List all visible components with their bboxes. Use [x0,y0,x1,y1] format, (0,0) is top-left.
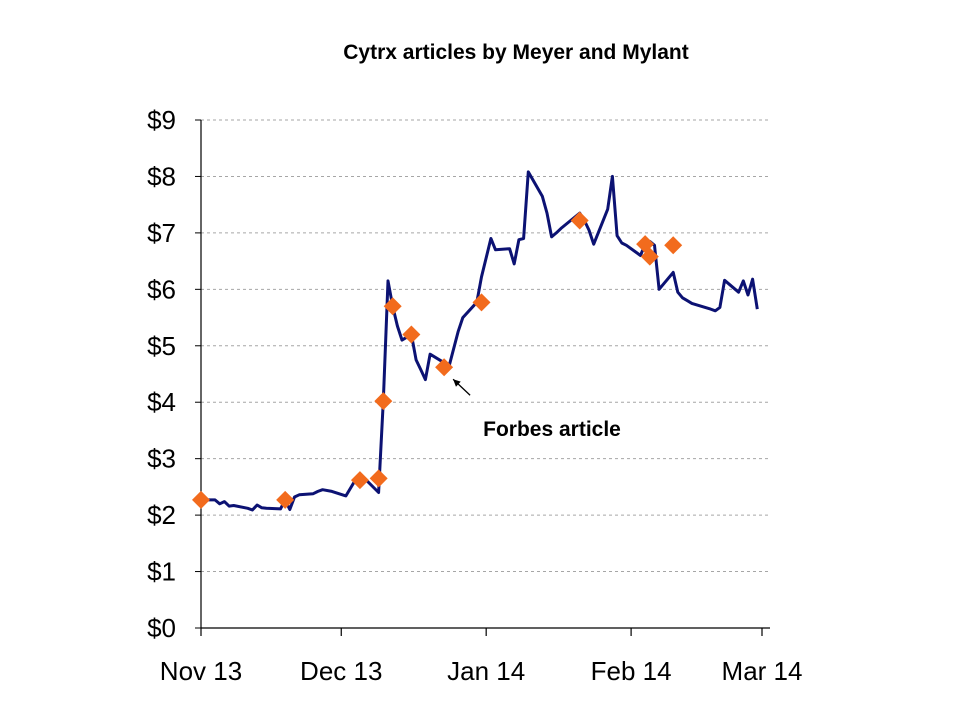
article-marker [402,325,421,344]
article-marker [276,490,295,509]
x-axis-tick-labels: Nov 13 Dec 13 Jan 14 Feb 14 Mar 14 [160,656,803,686]
x-tick-label: Feb 14 [591,656,672,686]
y-tick-label: $8 [147,161,176,191]
article-marker [350,471,369,490]
article-marker [435,358,454,377]
article-marker [383,297,402,316]
x-tick-label: Nov 13 [160,656,242,686]
price-series [201,170,759,512]
gridlines [201,119,770,573]
y-tick-label: $7 [147,218,176,248]
price-line [201,170,759,512]
article-marker [472,293,491,312]
y-tick-label: $1 [147,557,176,587]
y-tick-label: $5 [147,331,176,361]
y-tick-label: $9 [147,105,176,135]
axes [195,119,770,636]
y-tick-label: $3 [147,444,176,474]
chart-title: Cytrx articles by Meyer and Mylant [343,41,688,64]
annotation-label: Forbes article [483,418,621,441]
y-tick-label: $4 [147,387,176,417]
y-tick-label: $0 [147,613,176,643]
annotations: Forbes article [452,378,621,441]
article-marker [374,392,393,411]
article-marker [664,236,683,255]
annotation-arrowhead [453,379,461,387]
x-tick-label: Mar 14 [722,656,803,686]
x-tick-label: Jan 14 [447,656,525,686]
y-axis-tick-labels: $0 $1 $2 $3 $4 $5 $6 $7 $8 $9 [147,105,176,643]
y-tick-label: $6 [147,274,176,304]
article-marker [369,469,388,488]
x-tick-label: Dec 13 [300,656,382,686]
y-tick-label: $2 [147,500,176,530]
article-marker [192,490,210,509]
article-marker [570,211,589,230]
article-marker [640,247,659,266]
article-markers [192,211,683,509]
